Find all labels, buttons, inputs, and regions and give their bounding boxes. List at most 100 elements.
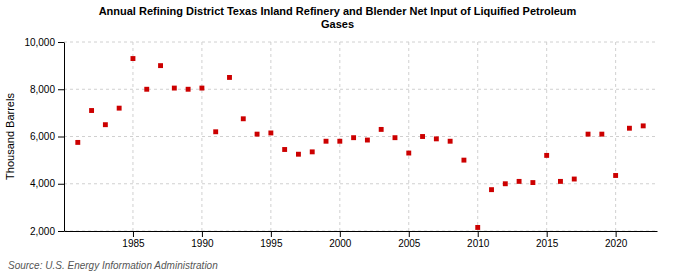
point — [103, 122, 108, 127]
y-tick: 8,000 — [30, 84, 64, 95]
point — [627, 126, 632, 131]
y-tick-label: 10,000 — [24, 37, 55, 48]
y-tick-mark — [58, 42, 64, 43]
x-tick-mark — [478, 231, 479, 237]
y-tick: 10,000 — [24, 37, 64, 48]
title-line: Annual Refining District Texas Inland Re… — [99, 5, 577, 17]
point — [310, 149, 315, 154]
x-tick-mark — [340, 231, 341, 237]
grid-line-y — [64, 42, 657, 43]
y-tick: 6,000 — [30, 131, 64, 142]
x-tick: 1990 — [191, 231, 214, 249]
point — [517, 179, 522, 184]
x-tick: 2005 — [398, 231, 421, 249]
y-tick-mark — [58, 89, 64, 90]
point — [296, 152, 301, 157]
x-tick-label: 2000 — [329, 238, 352, 249]
point — [351, 135, 356, 140]
point — [117, 106, 122, 111]
point — [586, 132, 591, 137]
point — [241, 116, 246, 121]
point — [572, 177, 577, 182]
x-tick: 1995 — [260, 231, 283, 249]
x-tick: 2015 — [536, 231, 559, 249]
point — [158, 63, 163, 68]
point — [213, 129, 218, 134]
point — [393, 135, 398, 140]
point — [641, 123, 646, 128]
grid — [64, 42, 657, 231]
point — [255, 132, 260, 137]
point — [544, 153, 549, 158]
title-line: Gases — [321, 18, 354, 30]
x-tick: 1985 — [122, 231, 145, 249]
point — [406, 151, 411, 156]
point — [475, 225, 480, 230]
point — [268, 131, 273, 136]
y-axis: 2,000 4,000 6,000 8,000 10,000 — [24, 37, 64, 237]
x-tick-label: 2010 — [467, 238, 490, 249]
point — [186, 87, 191, 92]
point — [75, 140, 80, 145]
y-tick-mark — [58, 184, 64, 185]
y-axis-line — [64, 43, 65, 232]
y-tick: 4,000 — [30, 178, 64, 189]
x-tick-mark — [202, 231, 203, 237]
x-tick-label: 2020 — [605, 238, 628, 249]
point — [434, 136, 439, 141]
x-tick-mark — [271, 231, 272, 237]
x-tick-label: 1985 — [122, 238, 145, 249]
x-axis: 1985 1990 1995 2000 2005 2010 2015 2020 — [65, 231, 658, 249]
x-tick-label: 2005 — [398, 238, 421, 249]
x-tick-label: 1995 — [260, 238, 283, 249]
x-tick-mark — [616, 231, 617, 237]
x-tick-mark — [409, 231, 410, 237]
x-tick-label: 2015 — [536, 238, 559, 249]
y-tick: 2,000 — [30, 226, 64, 237]
grid-line-y — [64, 89, 657, 90]
y-tick-mark — [58, 231, 64, 232]
x-tick: 2000 — [329, 231, 352, 249]
point — [337, 139, 342, 144]
chart-container: 1985 1990 1995 2000 2005 2010 2015 2020 2,000 4,0… — [0, 0, 675, 275]
y-tick-label: 4,000 — [30, 178, 55, 189]
point — [172, 86, 177, 91]
grid-line-x — [615, 42, 616, 231]
point — [227, 75, 232, 80]
point — [379, 127, 384, 132]
y-tick-label: 2,000 — [30, 226, 55, 237]
grid-line-y — [64, 183, 657, 184]
point — [461, 158, 466, 163]
x-tick: 2020 — [605, 231, 628, 249]
grid-line-y — [64, 136, 657, 137]
point — [558, 179, 563, 184]
y-tick-mark — [58, 137, 64, 138]
grid-line-y — [64, 231, 657, 232]
point — [599, 132, 604, 137]
x-axis-line — [65, 231, 658, 232]
y-axis-title: Thousand Barrels — [4, 93, 16, 180]
point — [89, 108, 94, 113]
point — [448, 139, 453, 144]
point — [324, 139, 329, 144]
title: Annual Refining District Texas Inland Re… — [99, 5, 577, 30]
chart-svg: 1985 1990 1995 2000 2005 2010 2015 2020 2,000 4,0… — [0, 0, 675, 275]
plot-area: 1985 1990 1995 2000 2005 2010 2015 2020 2,000 4,0… — [24, 37, 657, 249]
point — [420, 134, 425, 139]
points — [75, 56, 645, 230]
point — [199, 86, 204, 91]
point — [489, 187, 494, 192]
point — [144, 87, 149, 92]
point — [282, 147, 287, 152]
point — [365, 138, 370, 143]
x-tick-mark — [133, 231, 134, 237]
point — [503, 181, 508, 186]
y-tick-label: 6,000 — [30, 131, 55, 142]
x-tick: 2010 — [467, 231, 490, 249]
x-tick-label: 1990 — [191, 238, 214, 249]
point — [530, 180, 535, 185]
annotation: Source: U.S. Energy Information Administ… — [8, 260, 218, 271]
point — [131, 56, 136, 61]
y-tick-label: 8,000 — [30, 84, 55, 95]
point — [613, 173, 618, 178]
